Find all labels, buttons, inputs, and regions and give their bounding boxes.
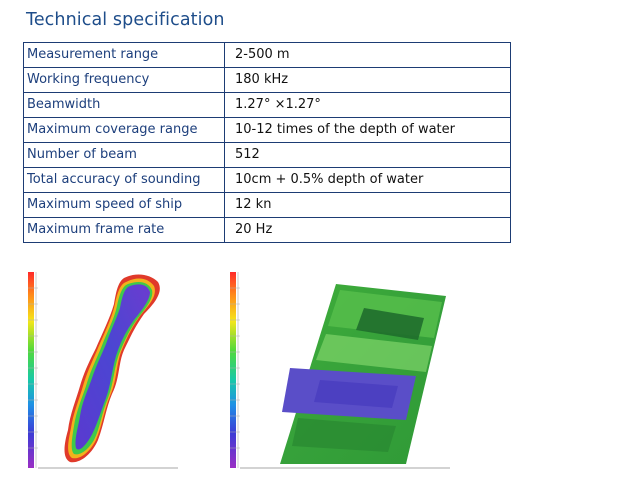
table-row: Number of beam 512	[23, 142, 511, 168]
color-scale	[28, 272, 34, 468]
swath-pale-band	[316, 334, 432, 372]
spec-label: Maximum coverage range	[23, 117, 225, 143]
table-row: Beamwidth 1.27° ×1.27°	[23, 92, 511, 118]
spec-value: 10-12 times of the depth of water	[224, 117, 511, 143]
page-title: Technical specification	[26, 10, 225, 30]
spec-label: Maximum frame rate	[23, 217, 225, 243]
scale-ticks	[28, 287, 38, 449]
spec-value: 10cm + 0.5% depth of water	[224, 167, 511, 193]
table-row: Measurement range 2-500 m	[23, 42, 511, 68]
table-row: Working frequency 180 kHz	[23, 67, 511, 93]
swath-dark-trench	[356, 308, 424, 340]
spec-value: 1.27° ×1.27°	[224, 92, 511, 118]
spec-value: 512	[224, 142, 511, 168]
spec-label: Beamwidth	[23, 92, 225, 118]
spec-value: 12 kn	[224, 192, 511, 218]
spec-table: Measurement range 2-500 m Working freque…	[23, 42, 511, 243]
table-row: Maximum coverage range 10-12 times of th…	[23, 117, 511, 143]
spec-label: Total accuracy of sounding	[23, 167, 225, 193]
spec-value: 20 Hz	[224, 217, 511, 243]
scale-ticks	[230, 287, 240, 449]
bathymetry-map-swath	[230, 272, 450, 469]
spec-label: Maximum speed of ship	[23, 192, 225, 218]
spec-value: 2-500 m	[224, 42, 511, 68]
swath-dark-patch	[292, 418, 396, 452]
channel-shape	[75, 284, 150, 450]
spec-value: 180 kHz	[224, 67, 511, 93]
table-row: Maximum speed of ship 12 kn	[23, 192, 511, 218]
table-row: Maximum frame rate 20 Hz	[23, 217, 511, 243]
table-row: Total accuracy of sounding 10cm + 0.5% d…	[23, 167, 511, 193]
bathymetry-map-channel	[28, 272, 178, 469]
color-scale	[230, 272, 236, 468]
swath-deep-band-inner	[314, 380, 398, 408]
spec-label: Number of beam	[23, 142, 225, 168]
spec-label: Measurement range	[23, 42, 225, 68]
spec-label: Working frequency	[23, 67, 225, 93]
